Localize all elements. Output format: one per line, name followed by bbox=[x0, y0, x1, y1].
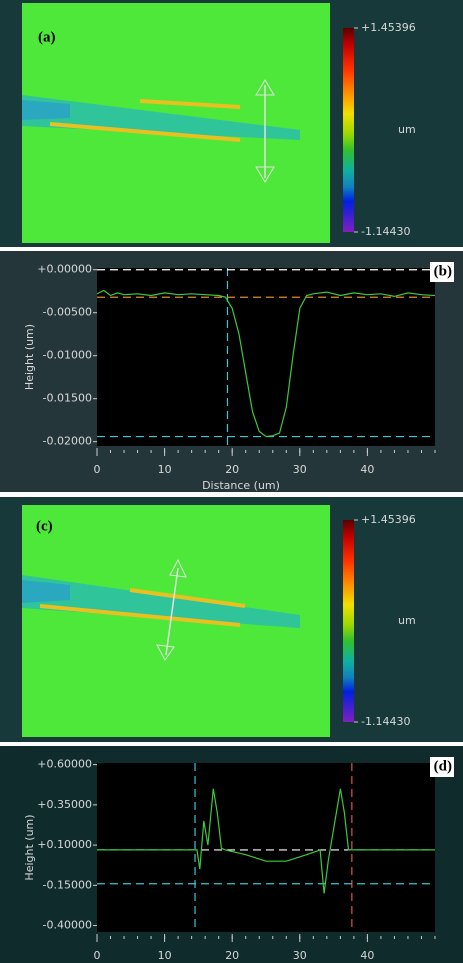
panel-label: (b) bbox=[434, 263, 452, 279]
y-tick-label: -0.15000 bbox=[43, 878, 92, 891]
x-tick-label: 0 bbox=[94, 463, 101, 476]
colorbar-label: +1.45396 bbox=[361, 513, 416, 526]
y-tick-label: -0.02000 bbox=[43, 435, 92, 448]
colorbar-label: -1.14430 bbox=[361, 225, 410, 238]
y-axis-label: Height (um) bbox=[23, 324, 36, 390]
panel-label: (a) bbox=[38, 29, 56, 45]
colorbar-unit: um bbox=[398, 614, 416, 627]
y-tick-label: +0.00000 bbox=[37, 263, 92, 276]
colorbar bbox=[343, 520, 354, 722]
heightmap: (c) bbox=[22, 505, 330, 737]
x-tick-label: 10 bbox=[158, 463, 172, 476]
x-tick-label: 30 bbox=[293, 949, 307, 962]
y-tick-label: -0.00500 bbox=[43, 306, 92, 319]
y-tick-label: +0.10000 bbox=[37, 838, 92, 851]
y-tick-label: -0.40000 bbox=[43, 919, 92, 932]
colorbar-label: -1.14430 bbox=[361, 715, 410, 728]
panel-label: (d) bbox=[434, 758, 452, 774]
colorbar bbox=[343, 28, 354, 232]
y-tick-label: -0.01500 bbox=[43, 392, 92, 405]
x-tick-label: 20 bbox=[225, 463, 239, 476]
colorbar-unit: um bbox=[398, 123, 416, 136]
panel-label: (c) bbox=[36, 518, 53, 534]
y-tick-label: +0.60000 bbox=[37, 758, 92, 771]
y-tick-label: -0.01000 bbox=[43, 349, 92, 362]
x-tick-label: 40 bbox=[360, 463, 374, 476]
x-tick-label: 20 bbox=[225, 949, 239, 962]
x-tick-label: 30 bbox=[293, 463, 307, 476]
x-axis-label: Distance (um) bbox=[202, 479, 280, 492]
y-axis-label: Height (um) bbox=[23, 814, 36, 880]
y-tick-label: +0.35000 bbox=[37, 798, 92, 811]
figure: (a) (c) +1.45396 -1.14430 um +0.00000 -0.005… bbox=[0, 0, 463, 963]
x-tick-label: 40 bbox=[360, 949, 374, 962]
x-tick-label: 10 bbox=[158, 949, 172, 962]
colorbar-label: +1.45396 bbox=[361, 21, 416, 34]
plot-area bbox=[97, 763, 435, 932]
x-tick-label: 0 bbox=[94, 949, 101, 962]
heightmap: (a) bbox=[22, 3, 330, 243]
page: (a) (c) +1.45396 -1.14430 um +0.00000 -0.005… bbox=[0, 0, 463, 963]
